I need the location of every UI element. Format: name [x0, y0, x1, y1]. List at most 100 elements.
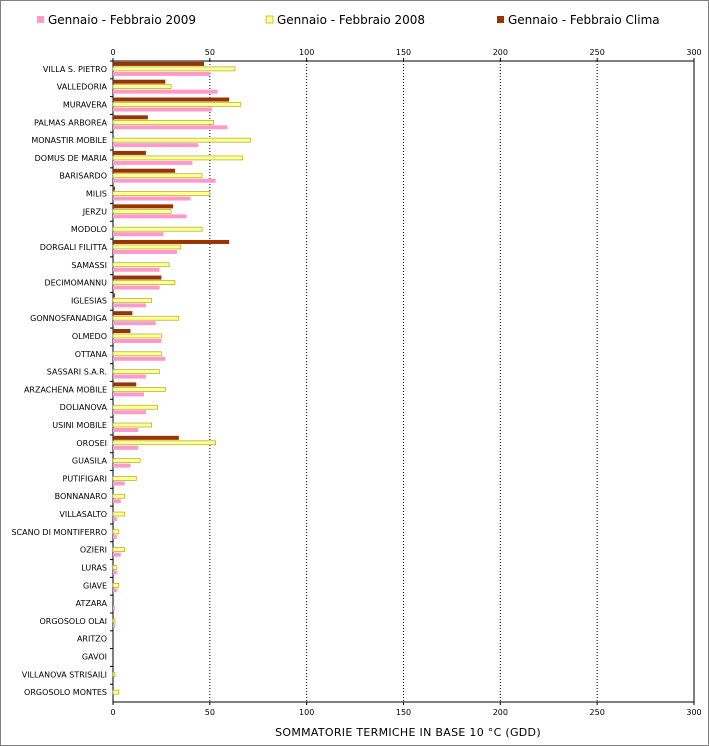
bar-2008	[112, 565, 118, 570]
bar-2008	[112, 315, 180, 321]
category-label: PUTIFIGARI	[63, 474, 107, 483]
category-label: GUASILA	[72, 457, 108, 466]
category-label: GIAVE	[83, 581, 107, 590]
category-label: SAMASSI	[71, 261, 107, 270]
tick-label-top: 0	[110, 48, 115, 57]
bar-2008	[112, 120, 215, 125]
bar-2009	[113, 71, 210, 76]
bar-2009	[113, 410, 146, 415]
category-label: OZIERI	[80, 546, 107, 555]
category-label: MURAVERA	[63, 101, 108, 110]
bar-2009	[113, 499, 121, 504]
category-label: JERZU	[82, 207, 107, 216]
bar-2009	[113, 214, 187, 219]
x-axis-title: SOMMATORIE TERMICHE IN BASE 10 °C (GDD)	[275, 726, 541, 739]
bar-2009	[113, 534, 117, 539]
bar-2009	[113, 463, 131, 468]
tick-label-top: 50	[205, 48, 215, 57]
bar-2009	[113, 338, 162, 343]
bar-2009	[113, 107, 212, 112]
category-label: VALLEDORIA	[57, 83, 108, 92]
bars	[112, 61, 251, 695]
category-label: GAVOI	[82, 652, 107, 661]
bar-2009	[113, 428, 139, 433]
category-label: MONASTIR MOBILE	[31, 136, 107, 145]
bar-2009	[113, 481, 125, 486]
bar-2008	[112, 422, 153, 428]
bar-clima	[113, 150, 146, 155]
bar-2008	[112, 226, 203, 232]
bar-clima	[113, 61, 205, 66]
category-label: SASSARI S.A.R.	[47, 368, 107, 377]
category-label: MODOLO	[71, 225, 107, 234]
bar-2008	[112, 493, 125, 499]
tick-labels: 0 0 50 50 100 100 150 150 200 200 250 250 300 300	[110, 48, 701, 717]
legend-label: Gennaio - Febbraio Clima	[508, 13, 660, 27]
bar-2009	[113, 517, 117, 522]
category-label: GONNOSFANADIGA	[30, 314, 107, 323]
category-label: DECIMOMANNU	[44, 279, 107, 288]
bar-2009	[113, 374, 146, 379]
bar-2008	[112, 137, 251, 143]
bar-clima	[113, 382, 137, 387]
bar-2009	[113, 356, 166, 361]
bar-2008	[112, 671, 116, 677]
bar-2008	[112, 387, 166, 392]
tick-label-bottom: 0	[110, 708, 115, 717]
bar-2008	[112, 440, 216, 446]
bar-clima	[113, 293, 115, 298]
bar-2009	[113, 321, 156, 326]
tick-label-top: 300	[686, 48, 701, 57]
bar-2009	[113, 570, 117, 575]
bar-2008	[112, 333, 162, 339]
category-label: OTTANA	[75, 350, 108, 359]
bar-2008	[112, 209, 172, 214]
tick-label-top: 200	[493, 48, 508, 57]
category-label: VILLA S. PIETRO	[43, 65, 107, 74]
category-label: ARZACHENA MOBILE	[24, 385, 107, 394]
bar-2008	[112, 298, 153, 303]
category-label: VILLANOVA STRISAILI	[22, 670, 107, 679]
gridlines	[209, 61, 598, 702]
tick-label-bottom: 50	[205, 708, 215, 717]
category-label: ARITZO	[77, 635, 107, 644]
bar-2008	[112, 529, 120, 535]
bar-2008	[112, 476, 137, 481]
bar-2008	[112, 173, 203, 179]
bar-2008	[112, 102, 242, 107]
category-label: DOLIANOVA	[60, 403, 108, 412]
category-label: MILIS	[86, 190, 107, 199]
tick-label-bottom: 250	[590, 708, 605, 717]
tick-label-bottom: 200	[493, 708, 508, 717]
bar-2008	[112, 458, 141, 463]
bar-2008	[112, 511, 125, 517]
bar-2009	[113, 285, 160, 290]
bar-clima	[113, 435, 179, 440]
tick-label-top: 100	[299, 48, 314, 57]
bar-2008	[112, 404, 158, 410]
bar-2009	[113, 143, 199, 148]
tick-label-top: 150	[396, 48, 411, 57]
category-label: OLMEDO	[72, 332, 107, 341]
bar-2008	[112, 155, 244, 161]
bar-2008	[112, 547, 125, 552]
legend-swatch	[37, 16, 44, 23]
category-label: PALMAS ARBOREA	[34, 118, 108, 127]
bar-2009	[113, 445, 139, 450]
bar-2008	[112, 689, 120, 695]
bar-2009	[113, 125, 228, 130]
bar-clima	[113, 97, 230, 102]
bar-2008	[112, 244, 182, 250]
bar-2009	[113, 392, 144, 397]
bar-2008	[112, 351, 162, 357]
category-label: ATZARA	[76, 599, 108, 608]
tick-label-bottom: 150	[396, 708, 411, 717]
bar-clima	[113, 79, 166, 84]
category-label: DOMUS DE MARIA	[35, 154, 108, 163]
bar-2009	[113, 623, 115, 628]
bar-2009	[113, 267, 160, 272]
bar-2008	[112, 84, 172, 90]
bar-2009	[113, 552, 121, 557]
bar-2008	[112, 618, 116, 624]
